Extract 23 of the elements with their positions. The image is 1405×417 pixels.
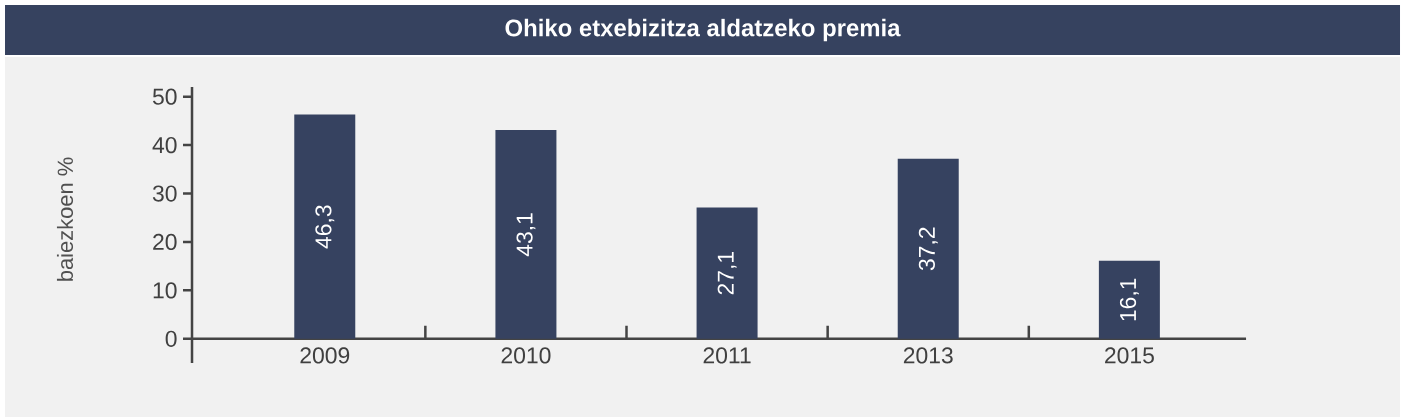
y-tick-label: 0 bbox=[165, 330, 177, 347]
y-axis-title: baiezkoen % bbox=[56, 157, 74, 281]
data-label: 46,3 bbox=[315, 205, 335, 249]
x-tick-label: 2010 bbox=[501, 347, 551, 364]
data-label: 43,1 bbox=[516, 213, 536, 257]
bar bbox=[495, 130, 557, 339]
bar bbox=[1098, 260, 1160, 339]
x-tick-label: 2011 bbox=[703, 347, 751, 364]
bar bbox=[696, 207, 758, 339]
x-tick-label: 2009 bbox=[300, 347, 350, 364]
data-label: 16,1 bbox=[1119, 278, 1139, 321]
y-tick-label: 30 bbox=[152, 185, 177, 202]
data-label: 37,2 bbox=[918, 227, 938, 271]
x-tick-label: 2015 bbox=[1105, 347, 1154, 364]
data-label: 27,1 bbox=[717, 252, 737, 295]
y-tick-label: 10 bbox=[153, 282, 177, 299]
y-tick-label: 40 bbox=[152, 136, 177, 154]
y-tick-label: 20 bbox=[153, 233, 177, 251]
x-tick-label: 2013 bbox=[903, 347, 953, 364]
y-tick-label: 50 bbox=[152, 88, 177, 105]
bar bbox=[897, 158, 959, 339]
chart-title: Ohiko etxebizitza aldatzeko premia bbox=[505, 18, 901, 42]
bar bbox=[294, 114, 356, 339]
